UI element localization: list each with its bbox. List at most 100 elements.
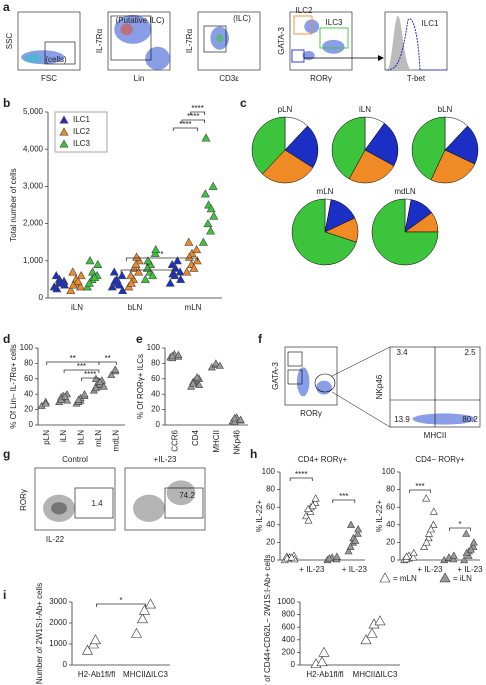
data-point	[230, 413, 239, 422]
data-point	[66, 285, 76, 295]
data-point	[41, 399, 50, 407]
data-point	[192, 245, 202, 254]
y-tick-label: 60	[266, 502, 275, 511]
legend-label: = iLN	[453, 574, 472, 583]
y-tick-label: 40	[386, 520, 395, 529]
data-point	[206, 226, 216, 235]
quadrant-value: 2.5	[464, 348, 476, 357]
data-point	[195, 380, 204, 389]
data-point	[95, 377, 104, 385]
significance-label: ****	[295, 470, 307, 479]
flow-title: Control	[62, 455, 88, 464]
data-point	[304, 516, 313, 524]
data-point	[354, 525, 363, 533]
panel-letter: a	[3, 0, 10, 14]
legend-marker	[439, 572, 451, 583]
data-point	[56, 278, 66, 287]
gate-value: 74.2	[179, 491, 195, 500]
data-point	[208, 181, 218, 190]
data-point	[143, 256, 153, 265]
data-point	[91, 383, 100, 392]
y-axis-label: % Of Lin– IL-7Rα+ cells	[9, 344, 18, 428]
y-tick-label: 2000	[49, 618, 67, 627]
y-tick-label: 2,000	[23, 219, 44, 228]
data-point	[209, 211, 219, 220]
significance-bracket	[332, 499, 356, 503]
data-point	[151, 245, 161, 254]
significance-bracket	[289, 477, 313, 481]
data-point	[311, 494, 320, 502]
pie-label: pLN	[278, 105, 293, 114]
y-tick-label: 100	[20, 343, 34, 352]
flow-ylabel: RORγ	[19, 489, 28, 511]
y-tick-label: 40	[151, 389, 160, 398]
pie-slice	[348, 149, 395, 184]
quadrant-value: 80.2	[462, 415, 478, 424]
y-tick-label: 5,000	[23, 107, 44, 116]
y-tick-label: 0	[29, 420, 34, 429]
y-tick-label: 0	[39, 293, 44, 302]
y-axis-label: % Of RORγ+ ILCs	[136, 354, 145, 419]
pie-label: mdLN	[394, 187, 416, 196]
data-point	[462, 529, 471, 537]
data-point	[51, 271, 61, 280]
data-point	[52, 284, 62, 293]
data-point	[131, 259, 141, 269]
data-point	[140, 274, 150, 283]
data-point	[76, 282, 86, 291]
data-point	[215, 361, 224, 369]
y-tick-label: 4,000	[23, 144, 44, 153]
gate-label: (cells)	[45, 55, 67, 64]
panel-letter: h	[250, 447, 257, 461]
data-point	[76, 271, 86, 280]
x-tick-label: CCR6	[170, 429, 179, 451]
data-point	[111, 365, 120, 373]
data-point	[117, 271, 127, 280]
data-point	[429, 520, 438, 528]
pie-slice	[371, 198, 439, 266]
data-point	[114, 280, 124, 289]
data-point	[230, 417, 239, 426]
data-point	[74, 395, 83, 403]
flow-plot	[197, 11, 261, 71]
y-tick-label: 40	[266, 520, 275, 529]
flow-title: +IL-23	[154, 455, 177, 464]
flow-xlabel: Lin	[134, 74, 145, 83]
data-point	[148, 271, 158, 280]
data-point	[211, 359, 220, 367]
y-tick-label: 100	[382, 467, 396, 476]
data-point	[134, 267, 144, 276]
x-tick-label: pLN	[42, 430, 51, 445]
flow-density	[114, 14, 152, 44]
gate-label: (ILC)	[233, 14, 251, 23]
gate	[287, 351, 303, 367]
axis	[299, 602, 400, 666]
gate	[319, 27, 349, 49]
y-tick-label: 1000	[49, 639, 67, 648]
x-tick-label: + IL-23	[417, 565, 443, 574]
flow-plot	[284, 346, 338, 406]
flow-ylabel: SSC	[5, 33, 14, 50]
legend-marker	[379, 572, 391, 583]
data-point	[138, 604, 151, 615]
legend-label: = mLN	[393, 574, 417, 583]
x-tick-label: H2-Ab1fl/fl	[306, 670, 344, 679]
gate	[293, 15, 313, 35]
data-point	[236, 415, 245, 423]
data-point	[91, 374, 100, 382]
panel-letter: c	[240, 96, 247, 110]
gate	[110, 15, 152, 61]
data-point	[287, 553, 296, 561]
data-point	[366, 627, 378, 638]
histogram	[387, 16, 412, 70]
significance-bracket	[96, 603, 146, 607]
flow-density	[166, 480, 196, 506]
flow-density	[215, 34, 224, 43]
data-point	[68, 267, 78, 276]
data-point	[189, 263, 199, 272]
pie-slice	[444, 125, 479, 165]
gate	[314, 373, 336, 393]
panel-letter: g	[3, 447, 10, 461]
data-point	[73, 276, 83, 285]
